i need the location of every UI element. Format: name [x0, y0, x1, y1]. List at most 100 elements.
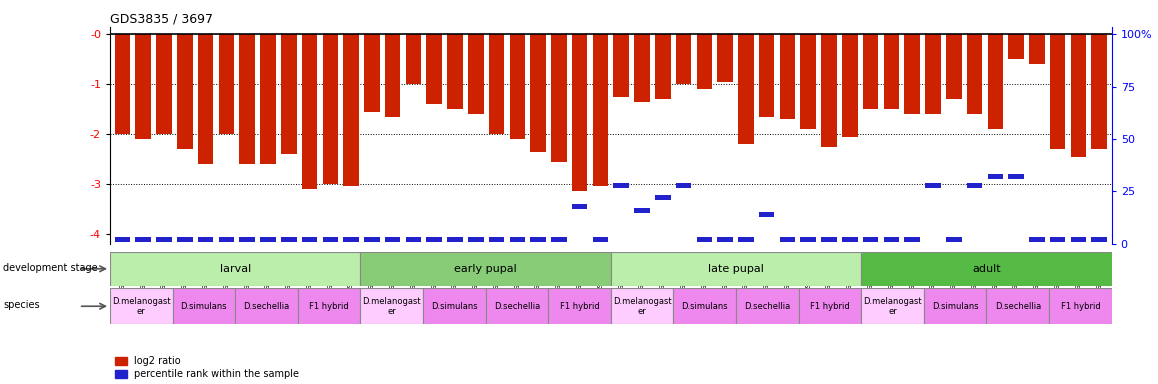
Bar: [593, 34, 608, 187]
Text: D.sechellia: D.sechellia: [995, 302, 1041, 311]
Text: D.melanogast
er: D.melanogast er: [112, 296, 170, 316]
Bar: [405, 237, 422, 242]
Text: adult: adult: [973, 264, 1001, 274]
Bar: [198, 237, 213, 242]
Bar: [1009, 174, 1024, 179]
Bar: [987, 288, 1049, 324]
Bar: [1050, 34, 1065, 149]
Bar: [173, 288, 235, 324]
Bar: [821, 34, 837, 147]
Bar: [360, 288, 423, 324]
Bar: [322, 237, 338, 242]
Bar: [1049, 288, 1112, 324]
Bar: [988, 174, 1003, 179]
Bar: [489, 34, 505, 134]
Bar: [489, 237, 505, 242]
Bar: [343, 34, 359, 187]
Bar: [862, 288, 924, 324]
Bar: [384, 34, 401, 117]
Bar: [1050, 237, 1065, 242]
Bar: [967, 34, 982, 114]
Bar: [468, 237, 484, 242]
Text: species: species: [3, 300, 41, 310]
Bar: [423, 288, 485, 324]
Bar: [261, 34, 276, 164]
Bar: [946, 237, 961, 242]
Bar: [925, 34, 940, 114]
Bar: [302, 34, 317, 189]
Text: D.simulans: D.simulans: [681, 302, 728, 311]
Bar: [572, 34, 587, 192]
Bar: [219, 237, 234, 242]
Bar: [635, 34, 650, 102]
Bar: [135, 34, 151, 139]
Bar: [1092, 34, 1107, 149]
Text: D.sechellia: D.sechellia: [493, 302, 540, 311]
Bar: [717, 237, 733, 242]
Bar: [758, 212, 775, 217]
Bar: [510, 237, 525, 242]
Bar: [177, 34, 192, 149]
Bar: [925, 183, 940, 188]
Bar: [758, 34, 775, 117]
Legend: log2 ratio, percentile rank within the sample: log2 ratio, percentile rank within the s…: [115, 356, 299, 379]
Bar: [405, 34, 422, 84]
Text: late pupal: late pupal: [708, 264, 764, 274]
Bar: [862, 252, 1112, 286]
Bar: [821, 237, 837, 242]
Bar: [426, 237, 442, 242]
Bar: [697, 34, 712, 89]
Bar: [924, 288, 987, 324]
Bar: [863, 34, 879, 109]
Bar: [842, 34, 858, 137]
Bar: [655, 34, 670, 99]
Text: D.sechellia: D.sechellia: [243, 302, 290, 311]
Bar: [115, 34, 130, 134]
Bar: [156, 34, 171, 134]
Bar: [364, 237, 380, 242]
Text: F1 hybrid: F1 hybrid: [811, 302, 850, 311]
Bar: [1009, 34, 1024, 59]
Text: D.simulans: D.simulans: [431, 302, 477, 311]
Bar: [360, 252, 611, 286]
Text: larval: larval: [220, 264, 251, 274]
Bar: [551, 34, 566, 162]
Bar: [322, 34, 338, 184]
Bar: [447, 34, 463, 109]
Bar: [510, 34, 525, 139]
Bar: [384, 237, 401, 242]
Bar: [240, 237, 255, 242]
Bar: [240, 34, 255, 164]
Bar: [676, 183, 691, 188]
Bar: [946, 34, 961, 99]
Bar: [235, 288, 298, 324]
Bar: [614, 183, 629, 188]
Bar: [655, 195, 670, 200]
Bar: [261, 237, 276, 242]
Bar: [697, 237, 712, 242]
Bar: [842, 237, 858, 242]
Bar: [468, 34, 484, 114]
Bar: [635, 208, 650, 213]
Bar: [611, 252, 862, 286]
Bar: [135, 237, 151, 242]
Bar: [572, 204, 587, 209]
Bar: [343, 237, 359, 242]
Bar: [611, 288, 674, 324]
Bar: [736, 288, 799, 324]
Text: D.simulans: D.simulans: [932, 302, 979, 311]
Bar: [884, 34, 900, 109]
Bar: [530, 237, 545, 242]
Text: D.melanogast
er: D.melanogast er: [613, 296, 672, 316]
Bar: [904, 34, 919, 114]
Bar: [779, 237, 796, 242]
Bar: [738, 237, 754, 242]
Text: D.sechellia: D.sechellia: [745, 302, 791, 311]
Bar: [548, 288, 611, 324]
Text: D.simulans: D.simulans: [181, 302, 227, 311]
Bar: [1071, 34, 1086, 157]
Bar: [110, 252, 360, 286]
Bar: [800, 34, 816, 129]
Bar: [219, 34, 234, 134]
Bar: [281, 237, 296, 242]
